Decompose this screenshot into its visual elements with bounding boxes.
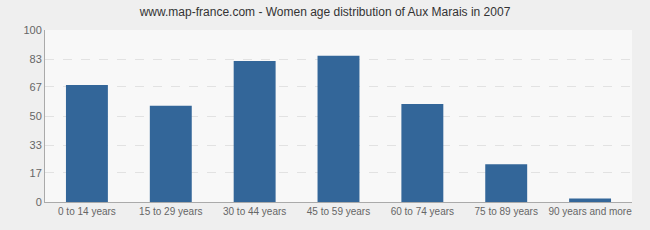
svg-text:33: 33 bbox=[30, 139, 42, 151]
svg-text:50: 50 bbox=[30, 110, 42, 122]
svg-text:45 to 59 years: 45 to 59 years bbox=[307, 206, 370, 217]
svg-text:0 to 14 years: 0 to 14 years bbox=[58, 206, 116, 217]
svg-text:30 to 44 years: 30 to 44 years bbox=[223, 206, 286, 217]
svg-text:75 to 89 years: 75 to 89 years bbox=[475, 206, 538, 217]
svg-text:83: 83 bbox=[30, 53, 42, 65]
svg-text:0: 0 bbox=[36, 196, 42, 208]
svg-text:www.map-france.com - Women age: www.map-france.com - Women age distribut… bbox=[139, 5, 511, 19]
svg-text:60 to 74 years: 60 to 74 years bbox=[391, 206, 454, 217]
svg-text:100: 100 bbox=[23, 24, 41, 36]
svg-text:90 years and more: 90 years and more bbox=[548, 206, 632, 217]
svg-text:17: 17 bbox=[30, 167, 42, 179]
svg-text:67: 67 bbox=[30, 81, 42, 93]
svg-text:15 to 29 years: 15 to 29 years bbox=[139, 206, 202, 217]
